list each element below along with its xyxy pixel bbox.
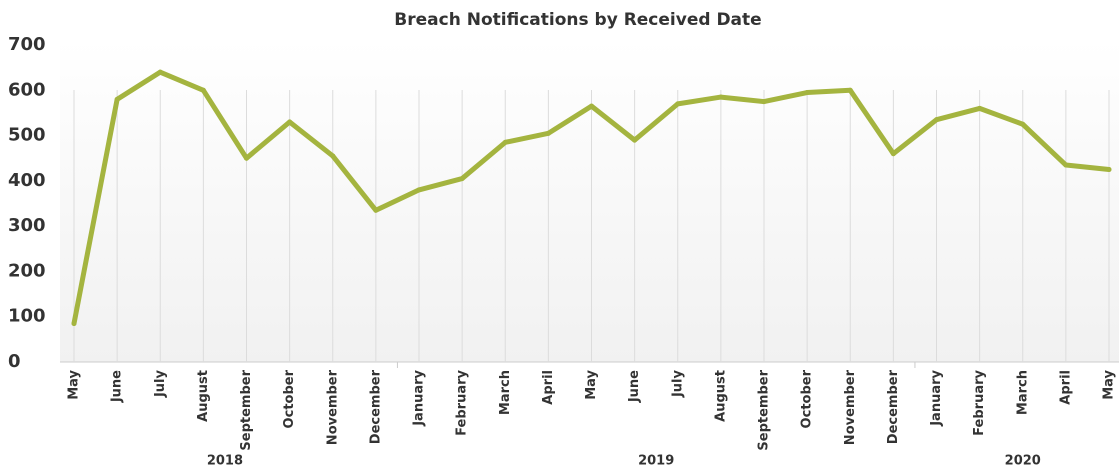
data-point xyxy=(287,119,293,125)
data-point xyxy=(545,130,551,136)
x-tick-label: October xyxy=(800,369,815,428)
x-tick-label: February xyxy=(455,369,470,435)
y-tick-label: 0 xyxy=(8,351,21,372)
x-tick-label: February xyxy=(972,369,987,435)
y-tick-label: 200 xyxy=(8,260,46,281)
x-tick-label: May xyxy=(1102,369,1117,399)
data-point xyxy=(761,99,767,105)
x-tick-label: March xyxy=(1015,370,1030,415)
x-tick-label: January xyxy=(412,369,427,426)
data-point xyxy=(934,117,939,123)
y-tick-label: 100 xyxy=(8,306,46,327)
data-point xyxy=(847,87,853,93)
data-point xyxy=(804,90,810,96)
data-point xyxy=(718,94,724,100)
data-point xyxy=(1106,167,1112,173)
data-point xyxy=(71,321,77,327)
x-tick-label: November xyxy=(325,369,340,445)
data-point xyxy=(890,151,896,157)
data-point xyxy=(977,105,983,111)
plot-background xyxy=(60,40,1119,362)
data-point xyxy=(416,187,422,193)
data-point xyxy=(200,87,206,93)
chart-title: Breach Notifications by Received Date xyxy=(394,10,761,30)
data-point xyxy=(459,176,465,182)
year-label: 2020 xyxy=(1005,454,1041,469)
data-point xyxy=(244,155,249,161)
data-point xyxy=(1063,162,1069,168)
x-tick-label: May xyxy=(67,369,82,399)
x-tick-label: June xyxy=(110,370,125,403)
x-tick-label: October xyxy=(282,369,297,428)
data-point xyxy=(589,103,594,109)
x-tick-label: November xyxy=(843,369,858,445)
data-point xyxy=(157,69,163,75)
data-point xyxy=(373,207,379,213)
x-tick-label: March xyxy=(498,370,513,415)
y-tick-label: 300 xyxy=(8,215,46,236)
x-tick-label: May xyxy=(584,369,599,399)
data-point xyxy=(330,153,336,159)
x-tick-label: April xyxy=(1058,370,1073,405)
x-tick-label: December xyxy=(368,369,383,444)
y-tick-label: 600 xyxy=(8,79,46,100)
data-point xyxy=(502,139,508,145)
x-tick-label: June xyxy=(627,370,642,403)
x-tick-label: December xyxy=(886,369,901,444)
y-tick-label: 400 xyxy=(8,170,46,191)
x-tick-label: August xyxy=(713,370,728,422)
data-point xyxy=(675,101,681,107)
x-tick-label: January xyxy=(929,369,944,426)
x-tick-label: September xyxy=(757,369,772,450)
data-point xyxy=(114,96,120,102)
year-label: 2019 xyxy=(638,454,674,469)
y-tick-label: 700 xyxy=(8,34,46,55)
x-tick-label: September xyxy=(239,369,254,450)
data-point xyxy=(1020,121,1026,127)
x-tick-label: August xyxy=(196,370,211,422)
x-tick-label: April xyxy=(541,370,556,405)
year-label: 2018 xyxy=(207,454,243,469)
y-tick-label: 500 xyxy=(8,125,46,146)
x-tick-label: July xyxy=(153,369,168,398)
x-tick-label: July xyxy=(670,369,685,398)
data-point xyxy=(632,137,638,143)
